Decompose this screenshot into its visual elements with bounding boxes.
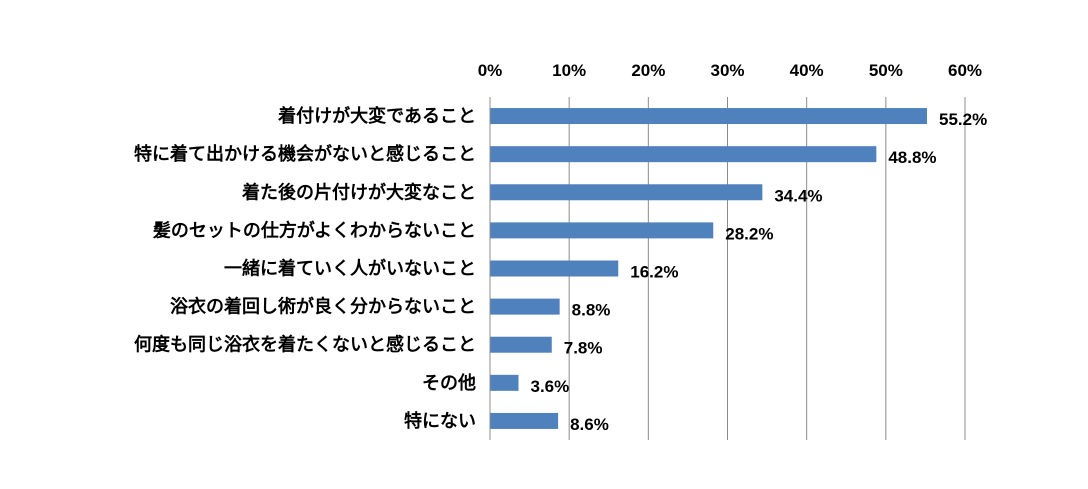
bar — [490, 222, 714, 239]
category-label: 特にない — [404, 410, 476, 432]
category-labels: 着付けが大変であること特に着て出かける機会がないと感じること着た後の片付けが大変… — [134, 105, 476, 432]
category-label: 着付けが大変であること — [277, 105, 476, 127]
data-label: 48.8% — [888, 148, 936, 167]
category-label: その他 — [422, 372, 476, 394]
data-label: 3.6% — [531, 377, 570, 396]
category-label: 特に着て出かける機会がないと感じること — [134, 143, 476, 165]
bar — [490, 146, 877, 163]
data-label: 34.4% — [774, 186, 822, 205]
data-label: 8.8% — [572, 301, 611, 320]
data-label: 16.2% — [630, 263, 678, 282]
category-label: 一緒に着ていく人がいないこと — [224, 258, 476, 280]
data-label: 55.2% — [939, 110, 987, 129]
bar — [490, 108, 927, 125]
data-label: 7.8% — [564, 339, 603, 358]
x-axis-ticks: 0% 10% 20% 30% 40% 50% 60% — [478, 61, 982, 80]
bar — [490, 336, 552, 353]
x-tick-label: 30% — [710, 61, 744, 80]
data-label: 8.6% — [570, 415, 609, 434]
bar — [490, 260, 619, 277]
x-tick-label: 0% — [478, 61, 503, 80]
bar — [490, 374, 519, 391]
category-label: 髪のセットの仕方がよくわからないこと — [152, 219, 476, 241]
bar — [490, 184, 763, 201]
bars — [490, 108, 927, 429]
category-label: 何度も同じ浴衣を着たくないと感じること — [134, 334, 476, 356]
data-label: 28.2% — [725, 224, 773, 243]
x-tick-label: 40% — [790, 61, 824, 80]
x-tick-label: 10% — [552, 61, 586, 80]
category-label: 着た後の片付けが大変なこと — [241, 181, 476, 203]
data-labels: 55.2%48.8% 34.4%28.2% 16.2% 8.8% 7.8% 3.6%8.6… — [531, 110, 988, 434]
category-label: 浴衣の着回し術が良く分からないこと — [170, 296, 476, 318]
bar — [490, 412, 559, 429]
bar — [490, 298, 560, 315]
x-tick-label: 20% — [631, 61, 665, 80]
x-tick-label: 50% — [869, 61, 903, 80]
x-tick-label: 60% — [948, 61, 982, 80]
